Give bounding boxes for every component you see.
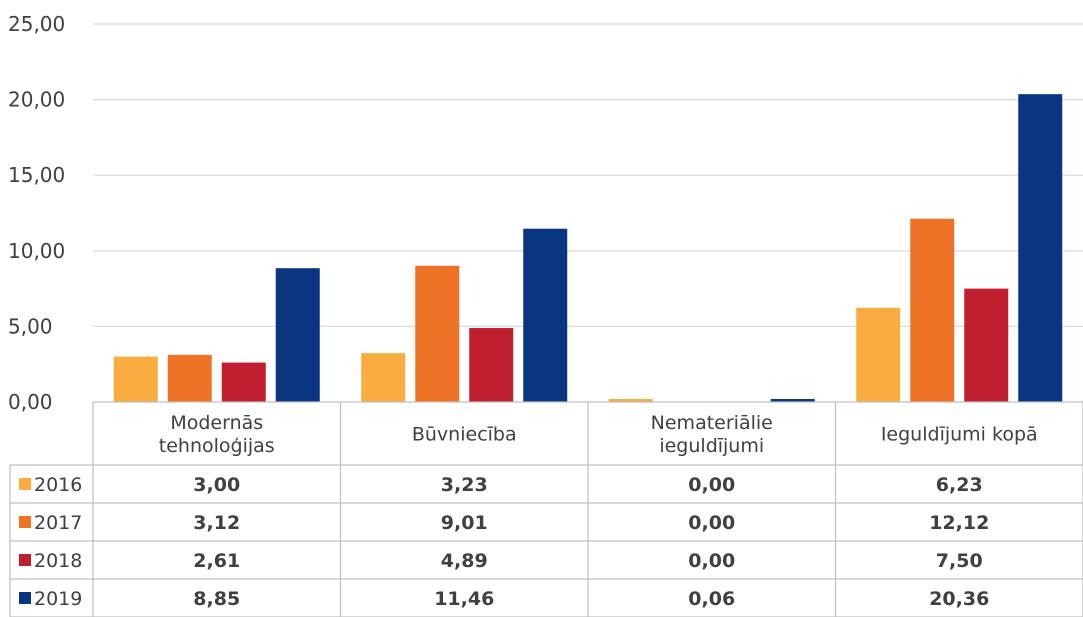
category-label: Ieguldījumi kopā xyxy=(881,424,1038,446)
table-cell-value: 3,00 xyxy=(193,474,240,496)
bar-2016 xyxy=(856,307,901,402)
category-label: Būvniecība xyxy=(412,424,517,446)
bar-2016 xyxy=(361,353,406,402)
y-tick-label: 10,00 xyxy=(8,239,65,263)
series-label: 2017 xyxy=(34,512,82,534)
legend-swatch-2017 xyxy=(19,516,31,528)
y-tick-label: 0,00 xyxy=(8,390,53,414)
bar-2019 xyxy=(1018,94,1063,402)
table-cell-value: 7,50 xyxy=(936,550,983,572)
bar-2016 xyxy=(608,399,653,402)
table-cell-value: 0,00 xyxy=(688,474,735,496)
table-cell-value: 3,12 xyxy=(193,512,240,534)
table-cell-value: 4,89 xyxy=(441,550,488,572)
table-cell-value: 0,06 xyxy=(688,588,735,610)
category-label: tehnoloģijas xyxy=(159,435,275,457)
bars xyxy=(113,94,1063,402)
legend-swatch-2016 xyxy=(19,478,31,490)
series-label: 2016 xyxy=(34,474,82,496)
category-label: Nemateriālie xyxy=(651,412,773,434)
bar-2018 xyxy=(469,328,514,402)
table-cell-value: 3,23 xyxy=(441,474,488,496)
table-cell-value: 6,23 xyxy=(936,474,983,496)
bar-2017 xyxy=(415,265,460,402)
table-cell-value: 12,12 xyxy=(929,512,989,534)
bar-2019 xyxy=(770,399,815,402)
table-cell-value: 0,00 xyxy=(688,512,735,534)
y-tick-label: 20,00 xyxy=(8,88,65,112)
legend-swatch-2018 xyxy=(19,554,31,566)
y-axis-ticks: 0,00 5,00 10,00 15,00 20,00 25,00 xyxy=(8,12,65,414)
table-cell-value: 0,00 xyxy=(688,550,735,572)
bar-2016 xyxy=(113,356,158,402)
bar-2017 xyxy=(167,354,212,402)
series-label: 2018 xyxy=(34,550,82,572)
table-cell-value: 8,85 xyxy=(193,588,240,610)
bar-2018 xyxy=(221,362,266,402)
bar-2017 xyxy=(910,218,955,402)
y-tick-label: 5,00 xyxy=(8,314,53,338)
category-label: ieguldījumi xyxy=(659,435,764,457)
table-cell-value: 20,36 xyxy=(929,588,989,610)
series-label: 2019 xyxy=(34,588,82,610)
bar-2019 xyxy=(275,268,320,402)
table-cell-value: 2,61 xyxy=(193,550,240,572)
y-tick-label: 25,00 xyxy=(8,12,65,36)
legend-swatch-2019 xyxy=(19,592,31,604)
bar-2018 xyxy=(964,288,1009,402)
category-label: Modernās xyxy=(170,412,263,434)
table-cell-value: 9,01 xyxy=(441,512,488,534)
y-tick-label: 15,00 xyxy=(8,163,65,187)
bar-2019 xyxy=(523,228,568,402)
table-cell-value: 11,46 xyxy=(434,588,494,610)
